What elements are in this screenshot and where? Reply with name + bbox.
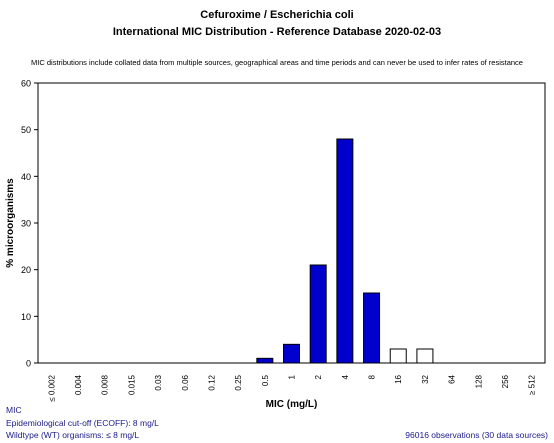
footer-observations: 96016 observations (30 data sources) [405, 430, 548, 440]
bar-1 [283, 343, 300, 364]
x-tick-label: 1 [288, 374, 297, 379]
y-tick-label: 20 [21, 265, 31, 275]
x-tick-label: 128 [474, 374, 483, 388]
bar-16 [389, 348, 407, 364]
footer-mic-label: MIC [6, 405, 22, 415]
chart-subtitle: International MIC Distribution - Referen… [112, 26, 442, 38]
bar-4 [336, 138, 354, 364]
x-tick-label: 2 [314, 374, 323, 379]
y-tick-label: 10 [21, 312, 31, 322]
y-tick-label: 50 [21, 125, 31, 135]
x-tick-label: 0.008 [101, 374, 110, 395]
x-tick-label: 32 [421, 374, 430, 383]
bar-2 [309, 264, 327, 364]
x-tick-label: 64 [448, 374, 457, 383]
x-tick-label: 0.5 [261, 374, 270, 386]
x-tick-label: 0.03 [154, 374, 163, 390]
footer-ecoff: Epidemiological cut-off (ECOFF): 8 mg/L [6, 418, 159, 428]
bar-32 [416, 348, 434, 364]
x-tick-label: 4 [341, 374, 350, 379]
chart-title: Cefuroxime / Escherichia coli [200, 9, 354, 21]
x-tick-label: ≤ 0.002 [47, 374, 56, 401]
bar-0.5 [256, 357, 274, 364]
x-tick-label: ≥ 512 [528, 374, 537, 395]
y-tick-label: 0 [26, 359, 31, 369]
y-tick-label: 30 [21, 219, 31, 229]
x-tick-label: 256 [501, 374, 510, 388]
footer-wildtype: Wildtype (WT) organisms: ≤ 8 mg/L [6, 430, 140, 440]
y-axis-label: % microorganisms [5, 178, 16, 268]
disclaimer-text: MIC distributions include collated data … [31, 58, 523, 67]
x-tick-label: 8 [368, 374, 377, 379]
x-tick-label: 0.12 [207, 374, 216, 390]
x-tick-label: 16 [394, 374, 403, 383]
x-axis-label: MIC (mg/L) [266, 399, 318, 410]
y-tick-label: 40 [21, 172, 31, 182]
x-tick-label: 0.06 [181, 374, 190, 390]
bar-8 [363, 292, 381, 364]
plot-frame [37, 82, 546, 364]
y-tick-label: 60 [21, 79, 31, 89]
x-tick-label: 0.015 [127, 374, 136, 395]
x-tick-label: 0.004 [74, 374, 83, 395]
x-tick-label: 0.25 [234, 374, 243, 390]
